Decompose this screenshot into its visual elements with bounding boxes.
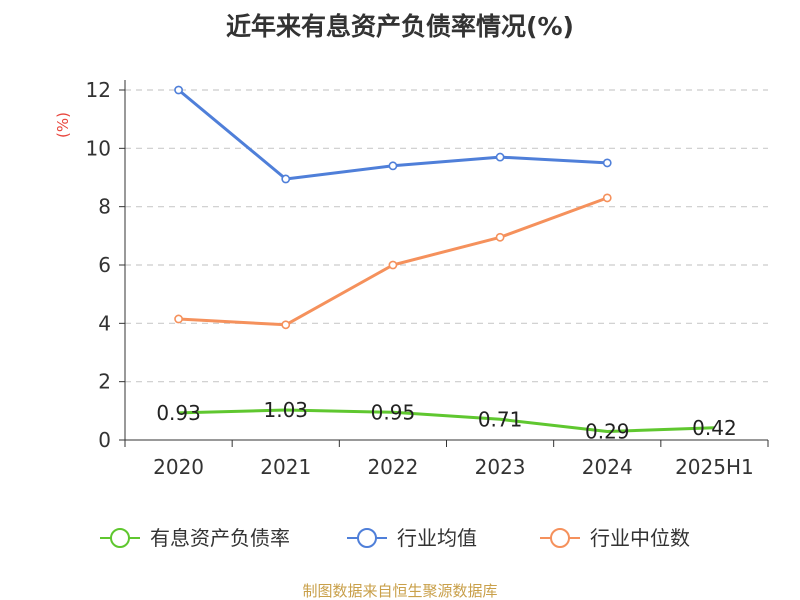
- legend-marker: [550, 528, 570, 548]
- data-point: [495, 152, 505, 162]
- y-tick-label: 6: [98, 253, 111, 277]
- data-point: [602, 158, 612, 168]
- axes: 0 2 4 6 8 10 12 2020 2021 2022 2023 2024 2025H1: [86, 78, 769, 479]
- y-tick-label: 2: [98, 370, 111, 394]
- data-point: [602, 193, 612, 203]
- data-point: [281, 320, 291, 330]
- x-tick-label: 2022: [367, 455, 418, 479]
- y-tick-label: 8: [98, 195, 111, 219]
- data-point: [174, 85, 183, 95]
- y-axis-label: (%): [54, 112, 72, 138]
- series-lines: [174, 85, 715, 433]
- x-tick-label: 2020: [153, 455, 204, 479]
- legend-item[interactable]: 有息资产负债率: [100, 526, 290, 550]
- data-point: [281, 174, 291, 184]
- series-line: [178, 408, 715, 433]
- y-tick-label: 4: [98, 311, 111, 335]
- legend-label: 行业均值: [397, 526, 477, 550]
- x-tick-label: 2024: [582, 455, 633, 479]
- source-note: 制图数据来自恒生聚源数据库: [302, 582, 497, 600]
- legend-marker: [110, 528, 130, 548]
- legend-item[interactable]: 行业均值: [347, 526, 477, 550]
- data-labels: 0.93 1.03 0.95 0.71 0.29 0.42: [156, 398, 736, 444]
- x-tick-label: 2021: [260, 455, 311, 479]
- legend-item[interactable]: 行业中位数: [540, 526, 690, 550]
- data-point: [388, 260, 398, 270]
- data-label: 0.93: [156, 401, 201, 425]
- y-tick-label: 10: [86, 136, 111, 160]
- y-tick-label: 12: [86, 78, 111, 102]
- data-point: [495, 232, 505, 242]
- data-label: 0.95: [371, 400, 416, 424]
- data-label: 0.71: [478, 407, 523, 431]
- data-label: 0.42: [692, 416, 737, 440]
- chart-title: 近年来有息资产负债率情况(%): [226, 12, 574, 41]
- y-tick-label: 0: [98, 428, 111, 452]
- data-point: [174, 314, 183, 324]
- data-point: [388, 161, 398, 171]
- legend[interactable]: 有息资产负债率 行业均值 行业中位数: [100, 526, 690, 550]
- legend-label: 行业中位数: [590, 526, 690, 550]
- legend-marker: [357, 528, 377, 548]
- x-tick-label: 2023: [475, 455, 526, 479]
- legend-label: 有息资产负债率: [150, 526, 290, 550]
- x-tick-label: 2025H1: [675, 455, 754, 479]
- data-label: 1.03: [263, 398, 308, 422]
- data-label: 0.29: [585, 420, 630, 444]
- grid-lines: [125, 89, 768, 383]
